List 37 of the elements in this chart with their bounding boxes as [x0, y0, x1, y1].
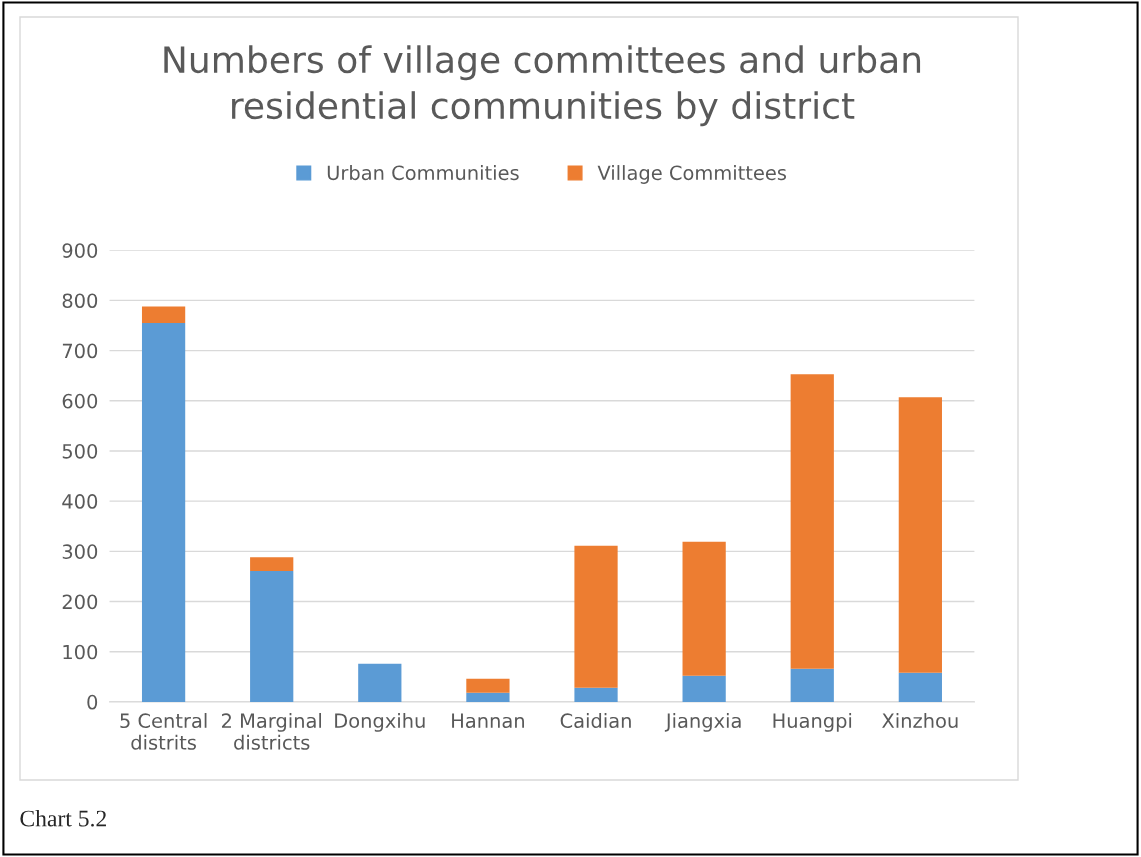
- bar: [141, 306, 186, 324]
- y-tick-label: 200: [62, 594, 98, 610]
- caption: Chart 5.2: [20, 809, 106, 827]
- y-tick-label: 300: [62, 544, 98, 559]
- bar: [250, 557, 294, 571]
- y-tick-label: 400: [62, 494, 98, 509]
- y-tick-label: 100: [63, 644, 98, 660]
- y-tick-label: 800: [62, 293, 98, 309]
- bar: [790, 374, 834, 669]
- bar: [141, 323, 186, 702]
- bar: [574, 545, 618, 688]
- x-tick-label: Huangpi: [773, 712, 852, 732]
- y-tick-label: 700: [62, 343, 98, 359]
- bar: [250, 570, 294, 702]
- y-tick-label: 500: [62, 443, 98, 459]
- legend-label: Urban Communities: [327, 165, 519, 181]
- bar: [790, 668, 834, 702]
- chart-title: Numbers of village committees and urban residential communities by district: [164, 45, 921, 127]
- x-tick-label: Dongxihu: [335, 712, 425, 732]
- bar: [682, 541, 726, 676]
- y-tick-label: 900: [62, 243, 98, 258]
- bar: [574, 687, 618, 702]
- bar: [466, 692, 510, 702]
- x-tick-label: Xinzhou: [882, 712, 958, 729]
- x-tick-label: Hannan: [452, 713, 524, 729]
- x-tick-label: Caidian: [560, 712, 631, 729]
- bar: [358, 663, 402, 702]
- legend-label: Village Committees: [597, 165, 787, 184]
- bar: [466, 678, 510, 693]
- bar: [682, 675, 726, 702]
- x-tick-label: 2 Marginal districts: [221, 712, 322, 750]
- y-tick-label: 600: [62, 393, 98, 409]
- bar: [898, 672, 942, 702]
- y-tick-label: 0: [87, 694, 98, 710]
- bar: [898, 397, 942, 673]
- x-tick-label: Jiangxia: [664, 712, 741, 732]
- x-tick-label: 5 Central distrits: [120, 712, 207, 750]
